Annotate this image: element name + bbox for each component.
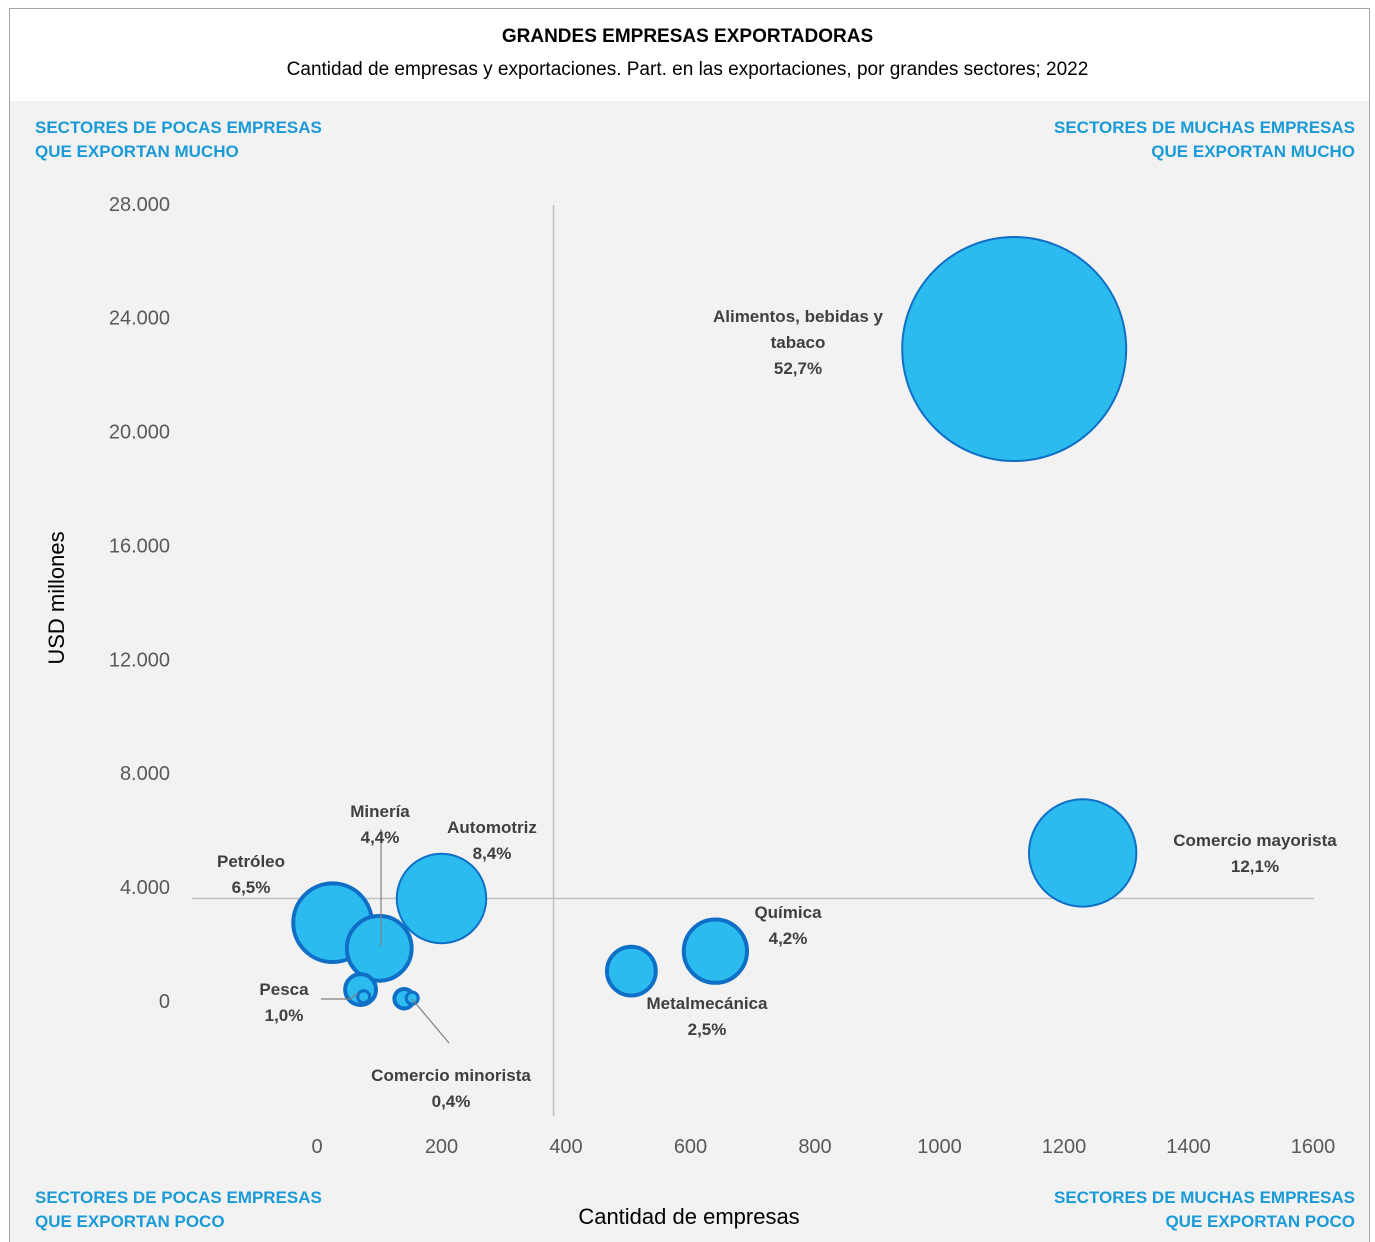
sector-label-quimica: Química [754,903,822,922]
leader-line-comercio-minorista [411,998,450,1044]
x-tick-label: 1600 [1291,1136,1336,1158]
share-label-quimica: 4,2% [769,929,808,948]
bubble-metalmecanica [604,944,658,998]
share-label-comercio-mayorista: 12,1% [1231,857,1279,876]
y-tick-label: 4.000 [120,877,170,899]
quadrant-label-top-right: SECTORES DE MUCHAS EMPRESAS QUE EXPORTAN … [1053,118,1355,161]
chart-title: GRANDES EMPRESAS EXPORTADORAS [501,26,874,47]
share-label-metalmecanica: 2,5% [688,1020,727,1039]
share-label-mineria: 4,4% [361,828,400,847]
y-tick-label: 28.000 [109,194,170,216]
bubble-small-2 [404,990,420,1006]
sector-label-automotriz: Automotriz [447,818,537,837]
share-label-automotriz: 8,4% [473,844,512,863]
x-tick-label: 1400 [1166,1136,1211,1158]
sector-label-comercio-mayorista: Comercio mayorista [1173,831,1337,850]
share-label-pesca: 1,0% [265,1006,304,1025]
share-label-alimentos-bebidas-y-tabaco: 52,7% [774,359,822,378]
y-tick-label: 0 [159,991,170,1013]
bubble-alimentos-bebidas-y-tabaco [901,236,1128,463]
x-tick-label: 0 [311,1136,322,1158]
bubble-small-1 [356,989,372,1005]
y-tick-label: 20.000 [109,422,170,444]
quadrant-label-top-left: SECTORES DE POCAS EMPRESAS QUE EXPORTAN M… [35,118,322,161]
quadrant-label-bottom-left: SECTORES DE POCAS EMPRESAS QUE EXPORTAN P… [35,1188,322,1231]
bubble-automotriz [395,852,488,945]
share-label-comercio-minorista: 0,4% [432,1092,471,1111]
x-tick-label: 600 [674,1136,707,1158]
bubble-quimica [681,917,750,985]
bubble-comercio-mayorista [1028,798,1138,908]
share-label-petroleo: 6,5% [232,878,271,897]
plot-background [10,101,1369,1242]
title-band [10,9,1369,101]
x-tick-label: 800 [798,1136,831,1158]
y-tick-label: 24.000 [109,308,170,330]
y-tick-label: 16.000 [109,535,170,557]
sector-label-metalmecanica: Metalmecánica [647,994,768,1013]
x-tick-label: 1000 [917,1136,962,1158]
x-tick-label: 400 [549,1136,582,1158]
sector-label-mineria: Minería [350,802,410,821]
y-tick-label: 8.000 [120,763,170,785]
leader-line-pesca [321,992,359,1000]
sector-label-comercio-minorista: Comercio minorista [371,1066,531,1085]
y-tick-label: 12.000 [109,649,170,671]
chart-subtitle: Cantidad de empresas y exportaciones. Pa… [286,59,1089,80]
x-tick-label: 1200 [1042,1136,1087,1158]
quadrant-label-bottom-right: SECTORES DE MUCHAS EMPRESAS QUE EXPORTAN … [1053,1188,1355,1231]
sector-label-petroleo: Petróleo [217,852,285,871]
sector-label-alimentos-bebidas-y-tabaco: Alimentos, bebidas y [713,307,884,326]
x-tick-label: 200 [425,1136,458,1158]
sector-label-alimentos-bebidas-y-tabaco: tabaco [771,333,826,352]
bubble-mineria [344,913,414,983]
x-axis-label: Cantidad de empresas [578,1204,800,1229]
sector-label-pesca: Pesca [259,980,309,999]
